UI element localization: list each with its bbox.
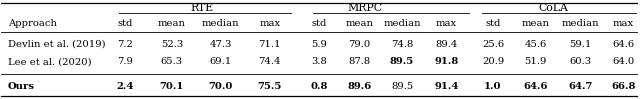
- Text: 45.6: 45.6: [524, 40, 547, 49]
- Text: 75.5: 75.5: [257, 82, 282, 91]
- Text: 20.9: 20.9: [482, 57, 504, 66]
- Text: median: median: [383, 19, 421, 28]
- Text: 89.5: 89.5: [390, 57, 414, 66]
- Text: RTE: RTE: [190, 3, 213, 13]
- Text: 3.8: 3.8: [312, 57, 327, 66]
- Text: mean: mean: [522, 19, 550, 28]
- Text: 91.4: 91.4: [435, 82, 459, 91]
- Text: max: max: [436, 19, 457, 28]
- Text: max: max: [259, 19, 280, 28]
- Text: 47.3: 47.3: [210, 40, 232, 49]
- Text: 71.1: 71.1: [259, 40, 281, 49]
- Text: 2.4: 2.4: [116, 82, 134, 91]
- Text: Lee et al. (2020): Lee et al. (2020): [8, 57, 92, 66]
- Text: std: std: [485, 19, 500, 28]
- Text: Approach: Approach: [8, 19, 57, 28]
- Text: 70.0: 70.0: [209, 82, 233, 91]
- Text: median: median: [202, 19, 239, 28]
- Text: Ours: Ours: [8, 82, 35, 91]
- Text: 64.0: 64.0: [612, 57, 634, 66]
- Text: MRPC: MRPC: [348, 3, 383, 13]
- Text: Devlin et al. (2019): Devlin et al. (2019): [8, 40, 106, 49]
- Text: 52.3: 52.3: [161, 40, 183, 49]
- Text: 59.1: 59.1: [569, 40, 591, 49]
- Text: 25.6: 25.6: [482, 40, 504, 49]
- Text: 89.5: 89.5: [391, 82, 413, 91]
- Text: 74.8: 74.8: [391, 40, 413, 49]
- Text: 87.8: 87.8: [348, 57, 371, 66]
- Text: mean: mean: [158, 19, 186, 28]
- Text: 89.4: 89.4: [435, 40, 458, 49]
- Text: CoLA: CoLA: [538, 3, 568, 13]
- Text: 74.4: 74.4: [259, 57, 281, 66]
- Text: 70.1: 70.1: [159, 82, 184, 91]
- Text: 64.7: 64.7: [568, 82, 592, 91]
- Text: 0.8: 0.8: [310, 82, 328, 91]
- Text: mean: mean: [346, 19, 373, 28]
- Text: 65.3: 65.3: [161, 57, 183, 66]
- Text: 79.0: 79.0: [348, 40, 371, 49]
- Text: 66.8: 66.8: [611, 82, 636, 91]
- Text: 51.9: 51.9: [524, 57, 547, 66]
- Text: 60.3: 60.3: [569, 57, 591, 66]
- Text: 91.8: 91.8: [435, 57, 459, 66]
- Text: std: std: [312, 19, 327, 28]
- Text: median: median: [561, 19, 599, 28]
- Text: 69.1: 69.1: [210, 57, 232, 66]
- Text: 1.0: 1.0: [484, 82, 502, 91]
- Text: 89.6: 89.6: [348, 82, 372, 91]
- Text: max: max: [612, 19, 634, 28]
- Text: 7.2: 7.2: [118, 40, 133, 49]
- Text: 5.9: 5.9: [312, 40, 327, 49]
- Text: 64.6: 64.6: [524, 82, 548, 91]
- Text: 64.6: 64.6: [612, 40, 634, 49]
- Text: std: std: [118, 19, 133, 28]
- Text: 7.9: 7.9: [118, 57, 133, 66]
